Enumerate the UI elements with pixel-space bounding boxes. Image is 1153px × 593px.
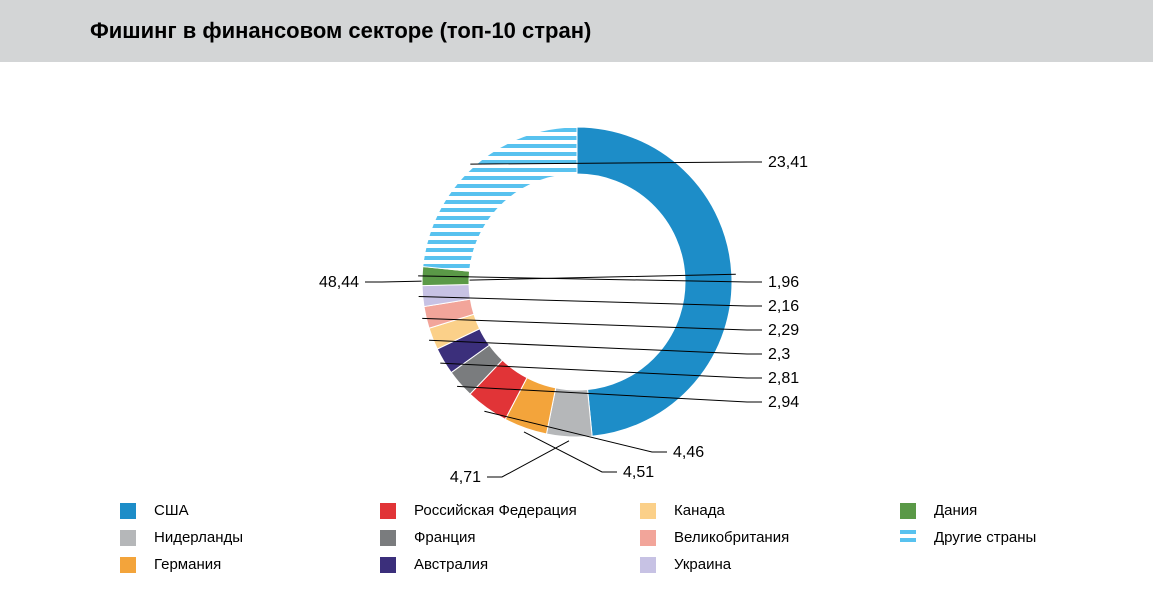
legend-swatch bbox=[900, 503, 916, 519]
legend-label: Дания bbox=[934, 502, 977, 519]
legend-swatch bbox=[380, 557, 396, 573]
legend-item: Австралия bbox=[380, 556, 640, 573]
legend-item: Канада bbox=[640, 502, 900, 519]
legend-swatch bbox=[380, 503, 396, 519]
legend-swatch bbox=[640, 557, 656, 573]
legend-swatch bbox=[380, 530, 396, 546]
legend-label: США bbox=[154, 502, 189, 519]
legend-label: Российская Федерация bbox=[414, 502, 577, 519]
slice-value-label: 2,3 bbox=[768, 346, 790, 363]
slice-value-label: 2,81 bbox=[768, 370, 799, 387]
slice-value-label: 4,46 bbox=[673, 444, 704, 461]
slice-value-label: 1,96 bbox=[768, 274, 799, 291]
legend-swatch bbox=[900, 530, 916, 546]
legend-label: Австралия bbox=[414, 556, 488, 573]
legend-label: Германия bbox=[154, 556, 221, 573]
donut-slice bbox=[422, 127, 576, 271]
legend-swatch bbox=[640, 530, 656, 546]
legend-item: Нидерланды bbox=[120, 529, 380, 546]
legend-item: США bbox=[120, 502, 380, 519]
donut-chart: 48,44 4,71 4,51 4,46 2,94 2,81 2,3 2,29 2,16 1,96… bbox=[47, 72, 1107, 492]
legend-label: Нидерланды bbox=[154, 529, 243, 546]
slice-value-label: 48,44 bbox=[318, 274, 358, 291]
slice-value-label: 4,51 bbox=[623, 464, 654, 481]
legend-item: Дания bbox=[900, 502, 1153, 519]
chart-container: 48,44 4,71 4,51 4,46 2,94 2,81 2,3 2,29 2,16 1,96… bbox=[0, 72, 1153, 593]
callout-leader bbox=[487, 441, 569, 477]
slice-value-label: 2,94 bbox=[768, 394, 799, 411]
legend-label: Другие страны bbox=[934, 529, 1036, 546]
legend-swatch bbox=[120, 557, 136, 573]
slice-value-label: 4,71 bbox=[449, 469, 480, 486]
legend-label: Великобритания bbox=[674, 529, 789, 546]
legend-item: Другие страны bbox=[900, 529, 1153, 546]
legend-swatch bbox=[120, 530, 136, 546]
slice-value-label: 2,29 bbox=[768, 322, 799, 339]
legend-item: Великобритания bbox=[640, 529, 900, 546]
legend-item: Франция bbox=[380, 529, 640, 546]
header-bar: Фишинг в финансовом секторе (топ-10 стра… bbox=[0, 0, 1153, 62]
legend-label: Канада bbox=[674, 502, 725, 519]
slice-value-label: 23,41 bbox=[768, 154, 808, 171]
legend-label: Украина bbox=[674, 556, 731, 573]
legend-label: Франция bbox=[414, 529, 475, 546]
slice-value-label: 2,16 bbox=[768, 298, 799, 315]
legend-item: Украина bbox=[640, 556, 900, 573]
page-title: Фишинг в финансовом секторе (топ-10 стра… bbox=[90, 18, 1153, 44]
legend-swatch bbox=[640, 503, 656, 519]
legend-swatch bbox=[120, 503, 136, 519]
callout-leader bbox=[523, 432, 616, 472]
legend-item: Российская Федерация bbox=[380, 502, 640, 519]
legend-item: Германия bbox=[120, 556, 380, 573]
